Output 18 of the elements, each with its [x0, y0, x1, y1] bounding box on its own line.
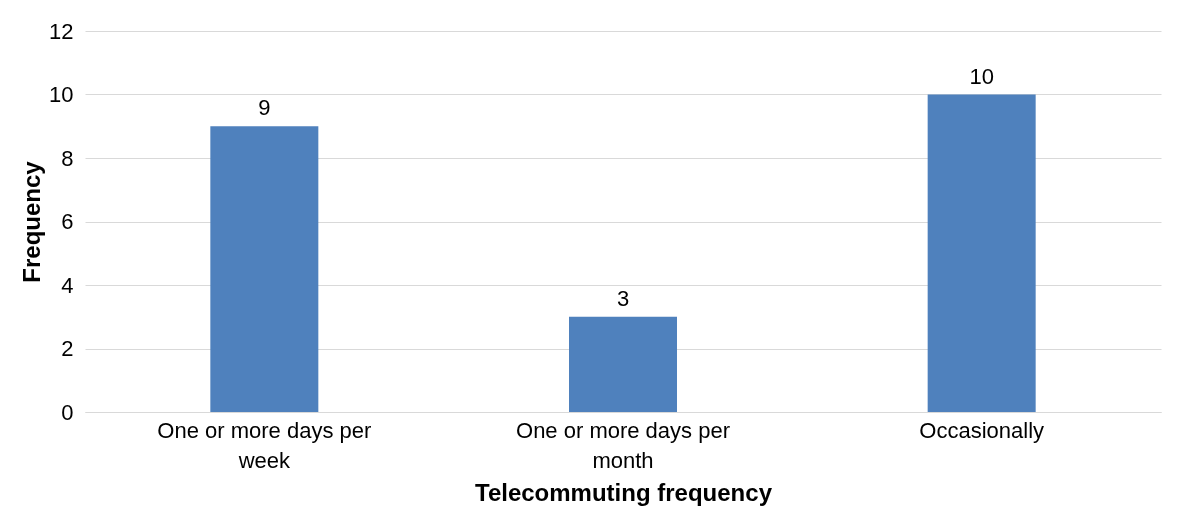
- x-axis-title: Telecommuting frequency: [475, 478, 773, 506]
- x-tick-label: Occasionally: [919, 417, 1045, 443]
- bar: [569, 316, 677, 412]
- bar: [210, 126, 319, 412]
- y-tick-label: 10: [49, 82, 74, 107]
- data-label: 3: [616, 285, 630, 311]
- bar: [927, 94, 1036, 412]
- y-tick-label: 4: [61, 272, 74, 298]
- y-tick-label: 6: [61, 209, 74, 234]
- y-axis-title: Frequency: [18, 160, 46, 283]
- data-label: 10: [969, 63, 994, 89]
- data-label: 9: [258, 95, 271, 121]
- y-tick-label: 0: [61, 399, 74, 425]
- y-tick-label: 8: [61, 145, 74, 171]
- y-tick-label: 2: [61, 336, 74, 361]
- x-tick-label: One or more days per week: [157, 417, 372, 473]
- y-tick-label: 12: [49, 18, 74, 44]
- x-tick-label: One or more days per month: [516, 417, 730, 473]
